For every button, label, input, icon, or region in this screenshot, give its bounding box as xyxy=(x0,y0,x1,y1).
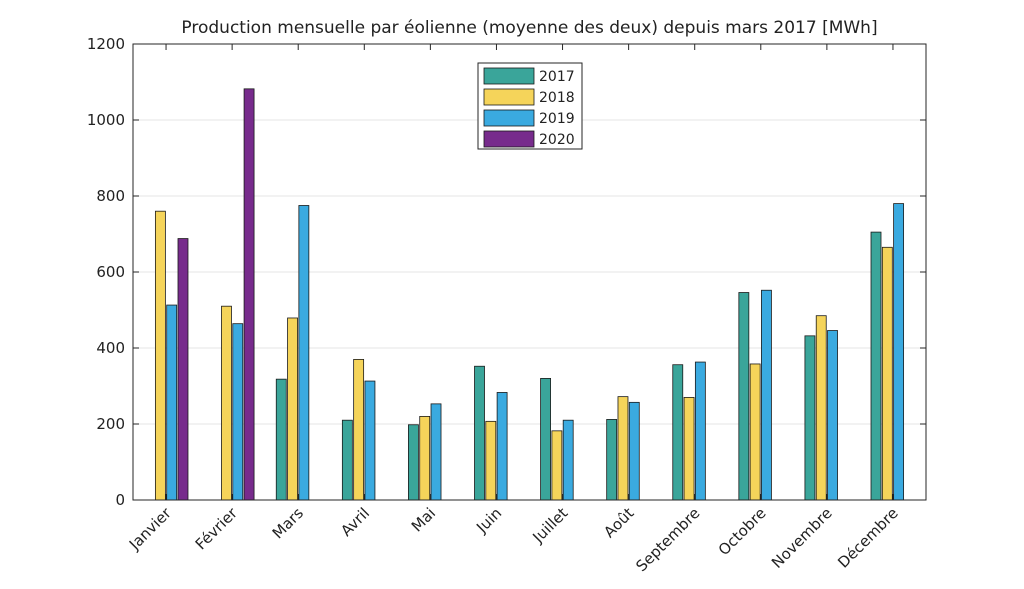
bar-2018-1 xyxy=(154,210,166,501)
bar-2019-6 xyxy=(496,392,508,501)
bar-2018-7 xyxy=(551,430,563,501)
bar-2017-10 xyxy=(738,292,750,501)
legend-swatch-2019 xyxy=(483,109,535,127)
bar-2018-2 xyxy=(221,305,232,501)
bar-2018-8 xyxy=(617,396,629,501)
bar-2019-9 xyxy=(694,361,706,501)
bar-2018-10 xyxy=(749,363,761,501)
y-tick-label: 200 xyxy=(96,415,125,433)
bar-2018-5 xyxy=(419,415,431,501)
legend: 2017 2018 2019 2020 xyxy=(477,62,583,150)
bar-2019-5 xyxy=(430,403,442,501)
bar-2018-12 xyxy=(881,246,893,501)
bar-2019-4 xyxy=(364,380,376,501)
bar-2018-6 xyxy=(485,420,497,501)
bar-2018-4 xyxy=(353,358,365,501)
bar-2020-2 xyxy=(243,88,255,501)
bar-2018-11 xyxy=(815,315,827,501)
chart-title: Production mensuelle par éolienne (moyen… xyxy=(181,18,877,38)
legend-label-2019: 2019 xyxy=(539,111,575,127)
bar-2017-12 xyxy=(870,231,882,501)
y-tick-label: 1200 xyxy=(87,35,125,53)
bar-2017-8 xyxy=(606,419,618,501)
bar-2019-7 xyxy=(562,419,574,501)
bar-2019-8 xyxy=(628,401,640,501)
bar-2019-2 xyxy=(232,323,244,501)
bar-2017-5 xyxy=(408,424,419,501)
y-tick-label: 0 xyxy=(115,491,125,509)
bar-2020-1 xyxy=(177,238,189,501)
legend-label-2020: 2020 xyxy=(539,132,575,148)
y-axis-ticks: 0 200 400 600 800 1000 1200 xyxy=(87,35,926,509)
y-tick-label: 400 xyxy=(96,339,125,357)
y-tick-label: 600 xyxy=(96,263,125,281)
legend-label-2018: 2018 xyxy=(539,90,575,106)
y-tick-label: 1000 xyxy=(87,111,125,129)
bar-2017-9 xyxy=(672,364,684,501)
bar-2019-11 xyxy=(827,330,838,501)
bar-2019-12 xyxy=(893,203,905,501)
y-tick-label: 800 xyxy=(96,187,125,205)
legend-swatch-2018 xyxy=(483,88,535,106)
legend-label-2017: 2017 xyxy=(539,69,575,85)
bar-2018-3 xyxy=(287,317,298,501)
bar-2019-10 xyxy=(761,289,772,501)
bar-2017-4 xyxy=(341,419,353,501)
legend-swatch-2020 xyxy=(483,130,535,148)
bar-2017-3 xyxy=(275,378,287,501)
bar-2017-11 xyxy=(804,335,816,501)
bar-2017-6 xyxy=(474,365,485,501)
bar-2017-7 xyxy=(540,377,551,501)
grid-lines xyxy=(133,119,926,425)
bar-2018-9 xyxy=(683,396,695,501)
legend-swatch-2017 xyxy=(483,67,535,85)
bar-2019-3 xyxy=(298,205,310,501)
bar-2019-1 xyxy=(166,304,178,501)
